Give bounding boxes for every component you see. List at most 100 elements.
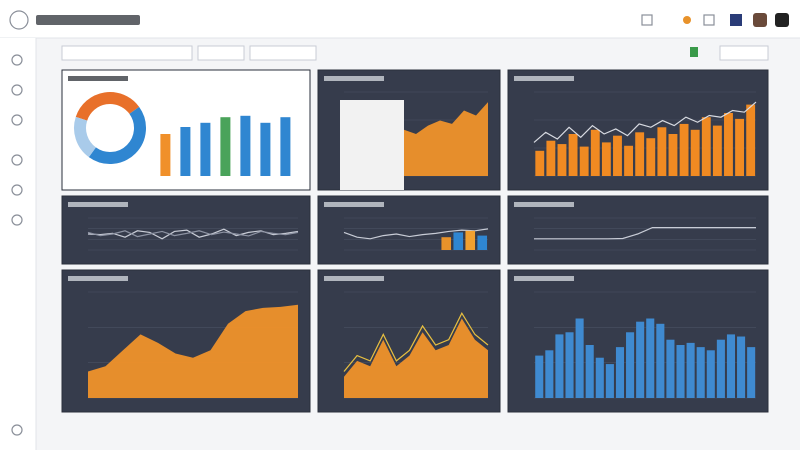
panel-title <box>324 276 384 281</box>
bar <box>666 339 675 398</box>
bar <box>240 115 251 176</box>
nav-icon[interactable] <box>11 424 23 436</box>
bar <box>180 127 191 176</box>
bar <box>575 318 584 398</box>
bar <box>280 117 291 176</box>
bar <box>735 118 745 176</box>
bar <box>626 332 635 398</box>
panel <box>61 195 311 265</box>
bar <box>557 144 567 176</box>
icon[interactable] <box>753 13 767 27</box>
panel <box>61 69 311 191</box>
line <box>533 101 757 143</box>
highlight-block <box>340 100 404 190</box>
bar <box>701 117 711 176</box>
bar <box>220 117 231 176</box>
panel-title <box>324 76 384 81</box>
bar <box>646 138 656 176</box>
bar <box>706 350 715 398</box>
panel-frame <box>507 195 769 265</box>
panel <box>317 269 501 413</box>
line <box>343 311 489 372</box>
bar <box>726 334 736 398</box>
app-name <box>36 15 140 25</box>
nav-icon[interactable] <box>11 154 23 166</box>
logo[interactable] <box>9 10 29 30</box>
donut-slice <box>75 92 140 121</box>
icon[interactable] <box>730 14 742 26</box>
line <box>87 230 299 238</box>
bar <box>636 321 645 398</box>
bar <box>590 129 600 176</box>
area <box>88 304 298 398</box>
bar <box>605 364 614 398</box>
bar <box>679 123 689 176</box>
nav-icon[interactable] <box>11 114 23 126</box>
bar <box>200 122 211 176</box>
donut-slice <box>88 106 146 164</box>
icon[interactable] <box>641 14 653 26</box>
bar <box>565 332 574 398</box>
bar <box>657 127 667 176</box>
line <box>343 228 489 240</box>
bar <box>568 134 578 176</box>
filter-icon[interactable] <box>690 47 698 57</box>
panel-title <box>514 276 574 281</box>
nav-icon[interactable] <box>11 84 23 96</box>
filter-tab[interactable] <box>249 45 317 61</box>
sidebar-icons <box>11 54 23 436</box>
bar <box>676 345 685 398</box>
nav-icon[interactable] <box>11 54 23 66</box>
panel-title <box>68 202 128 207</box>
bar <box>579 146 589 176</box>
bar <box>535 150 545 176</box>
bar <box>624 145 634 176</box>
bar <box>441 237 452 250</box>
filter-tab[interactable] <box>61 45 193 61</box>
panel <box>507 269 769 413</box>
bar <box>747 347 756 398</box>
bar <box>696 347 705 398</box>
panel <box>507 195 769 265</box>
nav-icon[interactable] <box>11 184 23 196</box>
bar <box>746 104 756 176</box>
line <box>534 227 756 240</box>
filter-tab[interactable] <box>197 45 245 61</box>
panel-title <box>68 276 128 281</box>
bar <box>545 350 554 398</box>
bar <box>716 339 725 398</box>
panel <box>61 269 311 413</box>
top-icons <box>641 13 789 27</box>
bar <box>737 336 746 398</box>
bar <box>724 113 733 176</box>
donut-slice <box>74 116 97 158</box>
bar <box>535 355 544 398</box>
bar <box>585 345 594 398</box>
bar <box>635 132 645 176</box>
bar <box>595 357 604 398</box>
bar <box>656 323 665 398</box>
bar <box>646 318 655 398</box>
bar <box>160 134 171 176</box>
panel-title <box>514 76 574 81</box>
bar <box>453 232 464 250</box>
panel-title <box>68 76 128 81</box>
panel <box>317 195 501 265</box>
filter-tab[interactable] <box>719 45 769 61</box>
icon[interactable] <box>703 14 715 26</box>
bar <box>686 342 695 398</box>
area <box>344 318 488 398</box>
filter-bar <box>61 45 769 61</box>
bar <box>555 334 564 398</box>
icon[interactable] <box>683 16 691 24</box>
bar <box>615 347 625 398</box>
bar <box>690 129 700 176</box>
icon[interactable] <box>775 13 789 27</box>
bar <box>260 122 271 176</box>
panels <box>61 69 769 413</box>
nav-icon[interactable] <box>11 214 23 226</box>
bar <box>613 135 622 176</box>
bar <box>601 142 611 176</box>
